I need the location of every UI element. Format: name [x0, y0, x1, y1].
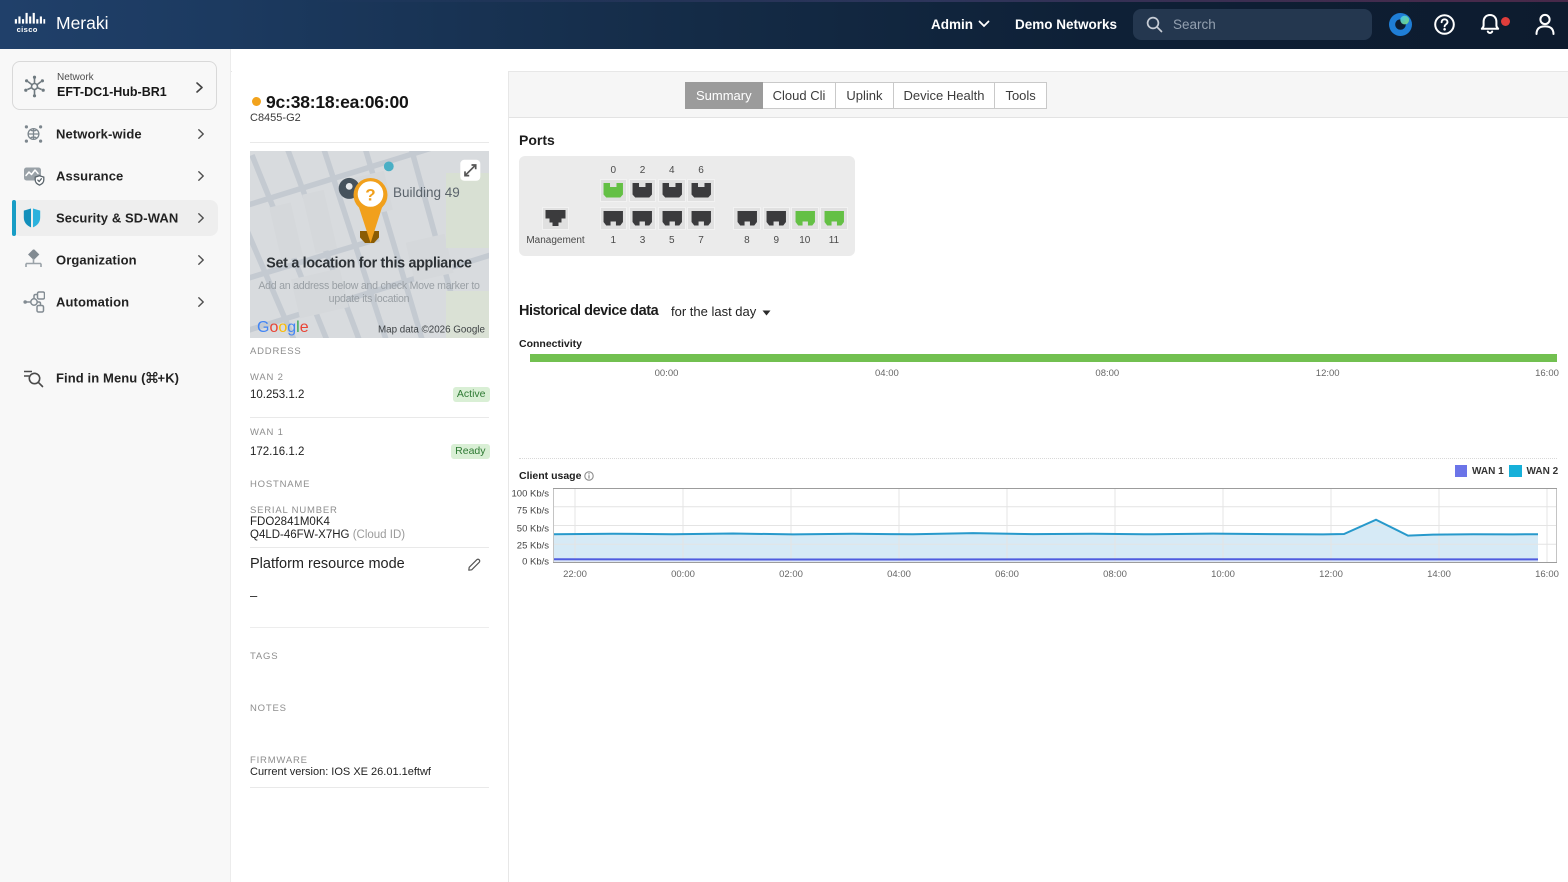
svg-text:cisco: cisco	[17, 25, 38, 34]
svg-text:Map data ©2026 Google: Map data ©2026 Google	[378, 325, 485, 336]
svg-text:?: ?	[365, 186, 375, 205]
svg-text:Google: Google	[257, 319, 309, 336]
svg-text:Set a location for this applia: Set a location for this appliance	[266, 256, 472, 272]
svg-text:Add an address below and check: Add an address below and check Move mark…	[258, 280, 480, 292]
svg-text:update its location: update its location	[329, 293, 410, 305]
svg-text:Building 49: Building 49	[393, 185, 460, 200]
